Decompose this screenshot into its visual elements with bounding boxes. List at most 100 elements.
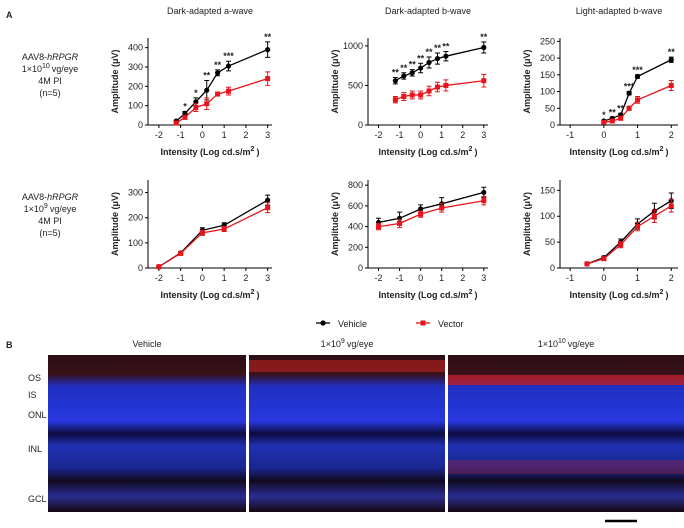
marker [668,203,674,209]
marker [265,205,271,211]
y-axis-label: Amplitude (μV) [330,49,340,113]
marker [634,73,641,80]
y-tick-label: 50 [545,103,555,113]
text-part: 2 [660,289,664,296]
marker [392,78,398,84]
marker [651,213,657,219]
significance: ** [617,103,625,113]
retina-images [48,355,684,523]
x-tick-label: 3 [481,273,486,283]
text-part: AAV8- [22,192,47,202]
chart-title: Light-adapted b-wave [576,6,663,16]
marker [193,99,199,105]
row-label: AAV8-hRPGR [22,52,79,62]
x-tick-label: 3 [265,130,270,140]
layer-label: INL [28,444,42,454]
significance: ** [400,63,408,73]
y-tick-label: 300 [128,188,143,198]
y-tick-label: 200 [128,213,143,223]
marker [265,76,271,82]
x-tick-label: -1 [396,130,404,140]
y-tick-label: 0 [358,120,363,130]
x-tick-label: 0 [418,273,423,283]
marker [635,224,641,230]
marker [182,110,188,116]
marker [418,211,424,217]
marker [397,220,403,226]
x-axis-label: Intensity (Log cd.s/m2) [570,146,669,157]
marker [401,73,407,79]
x-tick-label: -2 [155,273,163,283]
marker [668,83,674,89]
marker [409,70,415,76]
x-tick-label: -1 [566,273,574,283]
x-tick-label: 1 [635,273,640,283]
marker [609,118,615,124]
marker [199,230,205,236]
text-part: 9 [341,338,345,345]
text-part: ) [665,147,668,157]
marker [584,261,590,267]
marker [178,250,184,256]
marker [439,205,445,211]
x-tick-label: 2 [669,273,674,283]
y-tick-label: 600 [348,201,363,211]
x-axis-label: Intensity (Log cd.s/m2) [379,146,478,157]
text-part: ) [474,290,477,300]
marker [221,226,227,232]
y-tick-label: 400 [128,43,143,53]
marker [215,91,221,97]
y-tick-label: 200 [128,81,143,91]
text-part: Intensity (Log cd.s/m [161,147,251,157]
text-part: Intensity (Log cd.s/m [570,290,660,300]
y-tick-label: 100 [540,87,555,97]
significance: ** [609,107,617,117]
os-stain [249,360,445,372]
marker [443,53,449,59]
text-part: Intensity (Log cd.s/m [161,290,251,300]
row-label: 1×109 vg/eye [24,203,77,214]
text-part: ) [256,147,259,157]
text-part: vg/eye [50,204,77,214]
y-tick-label: 250 [540,36,555,46]
y-tick-label: 100 [128,101,143,111]
marker [182,114,188,120]
marker [392,97,398,103]
text-part: hRPGR [47,52,79,62]
marker [376,224,382,230]
significance: ** [668,47,676,57]
text-part: 1×10 [321,339,341,349]
text-part: 1×10 [22,64,42,74]
marker [481,44,487,51]
chart-title: Dark-adapted b-wave [385,6,471,16]
marker [418,65,424,71]
text-part: 2 [251,289,255,296]
y-tick-label: 50 [545,237,555,247]
y-tick-label: 400 [348,222,363,232]
text-part: Intensity (Log cd.s/m [570,147,660,157]
series-line [378,191,484,224]
marker [618,242,624,248]
marker [265,47,271,53]
y-tick-label: 0 [550,263,555,273]
layer-label: IS [28,390,37,400]
y-axis-label: Amplitude (μV) [522,192,532,256]
legend-marker [320,320,326,326]
significance: *** [632,65,643,75]
text-part: 10 [558,338,566,345]
y-tick-label: 0 [138,120,143,130]
significance: ** [409,60,417,70]
marker [481,198,487,204]
significance: ** [392,68,400,78]
x-axis-label: Intensity (Log cd.s/m2) [570,289,669,300]
marker [426,88,432,94]
x-tick-label: -2 [155,130,163,140]
x-tick-label: 2 [460,273,465,283]
column-label: 1×109 vg/eye [321,338,374,349]
series-line [175,77,268,124]
marker [156,264,162,270]
marker [443,82,449,88]
marker [601,119,607,125]
text-part: Intensity (Log cd.s/m [379,147,469,157]
